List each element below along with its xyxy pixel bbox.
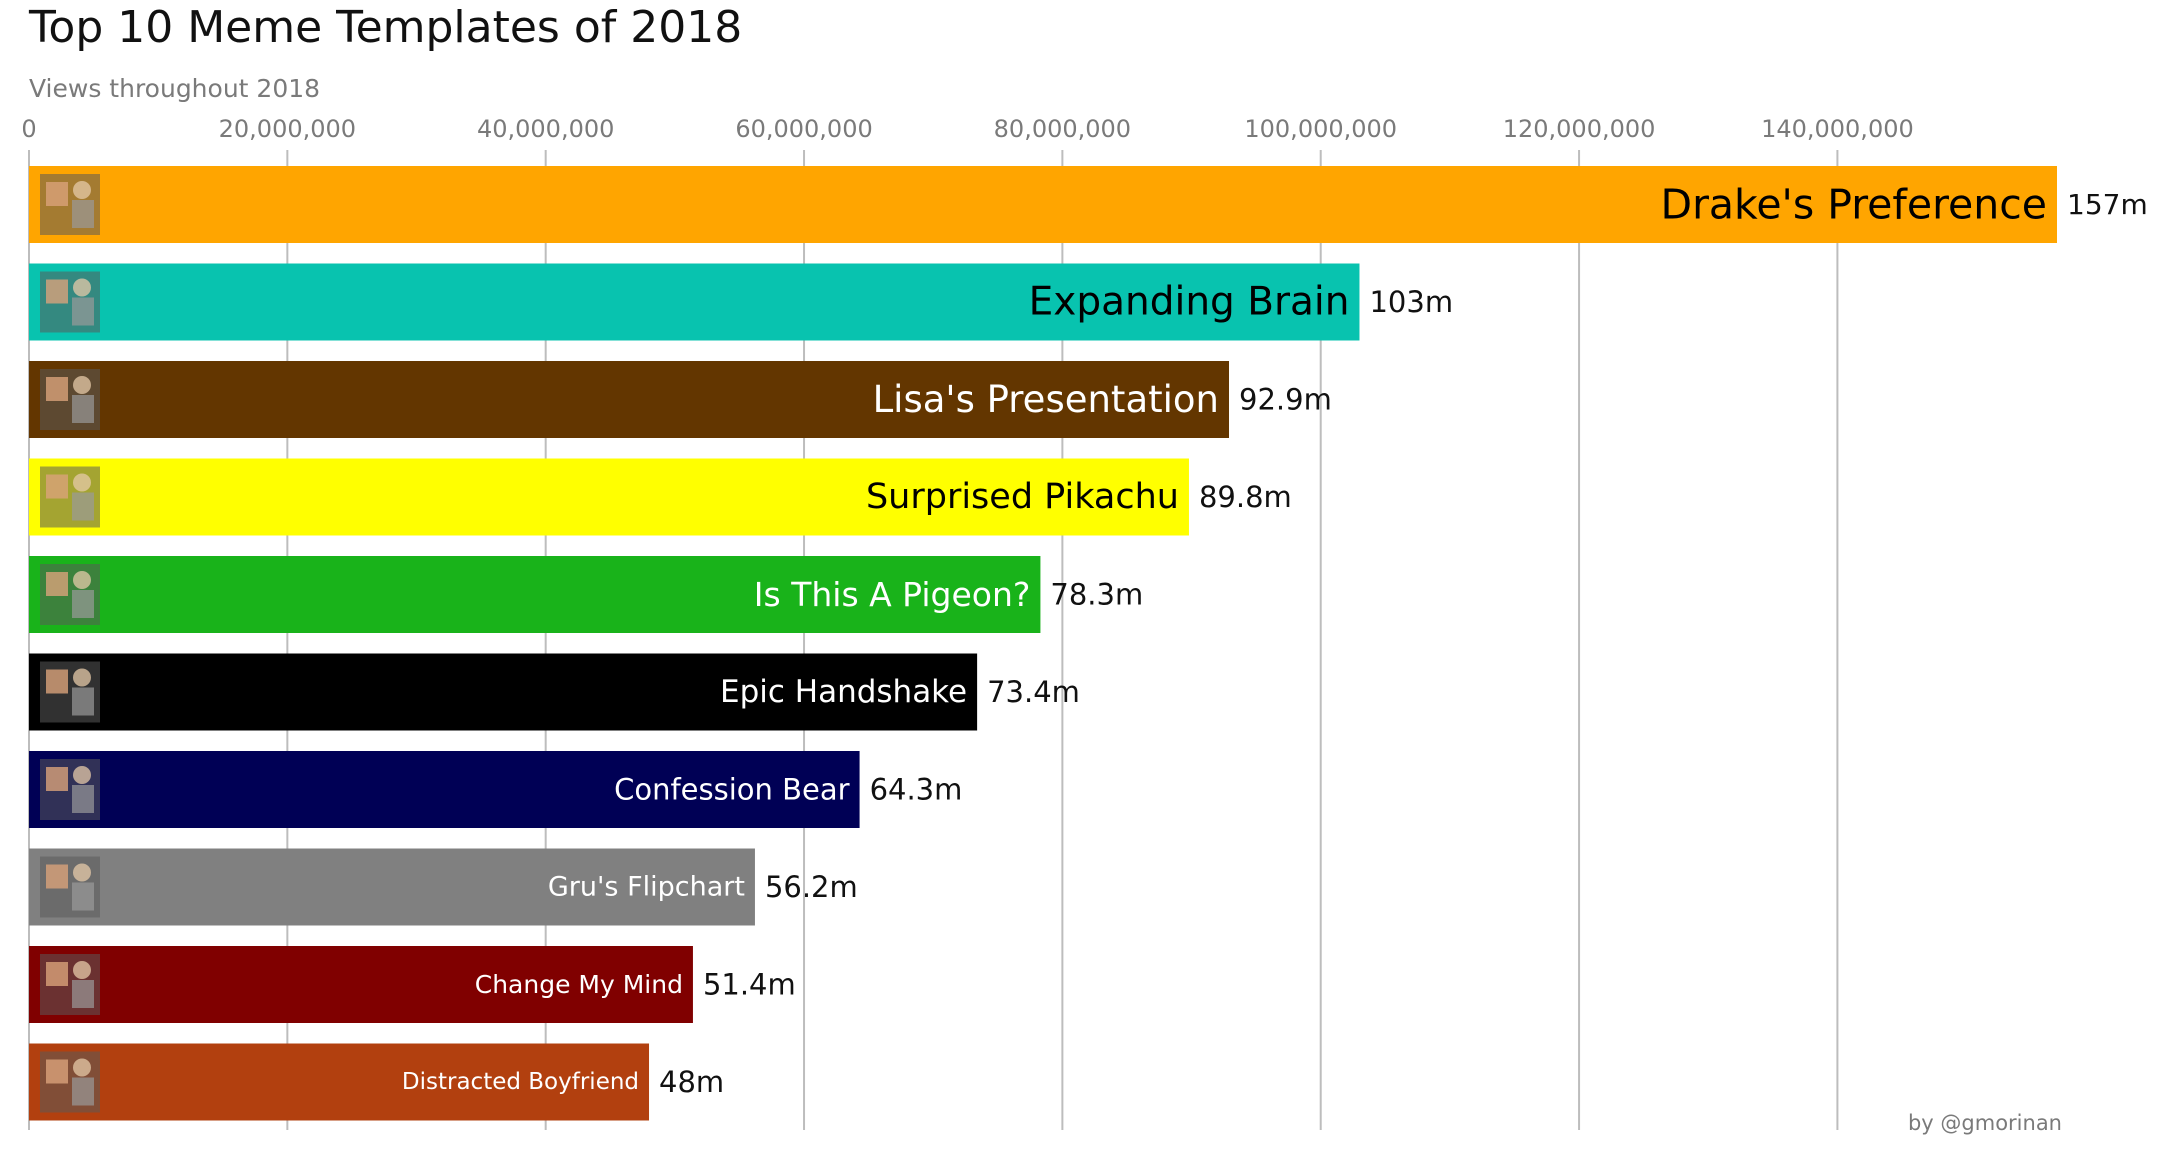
bar-label: Change My Mind: [475, 970, 683, 999]
bar: [29, 946, 693, 1023]
lisa-presentation-thumbnail: [40, 369, 100, 430]
x-tick-label: 20,000,000: [219, 115, 356, 143]
value-label: 56.2m: [765, 870, 858, 904]
value-label: 48m: [659, 1065, 724, 1099]
bars: Drake's Preference 157m Expanding Brain 103…: [29, 166, 2148, 1121]
bar-label: Distracted Boyfriend: [402, 1069, 639, 1095]
bar-label: Epic Handshake: [720, 674, 967, 710]
bar: [29, 263, 1360, 341]
bar-label: Confession Bear: [614, 773, 850, 807]
bar-group: Distracted Boyfriend 48m: [29, 1043, 724, 1121]
x-tick-label: 40,000,000: [477, 115, 614, 143]
bar-group: Lisa's Presentation 92.9m: [29, 361, 1332, 438]
x-tick-label: 60,000,000: [735, 115, 872, 143]
drake-thumbnail: [40, 174, 100, 235]
bar: [29, 653, 978, 731]
expanding-brain-thumbnail: [40, 271, 100, 333]
bar-group: Gru's Flipchart 56.2m: [29, 848, 858, 926]
credit-text: by @gmorinan: [1907, 1111, 2062, 1135]
bar-group: Confession Bear 64.3m: [29, 751, 962, 828]
value-label: 92.9m: [1239, 383, 1332, 417]
bar: [29, 848, 755, 926]
value-label: 73.4m: [987, 675, 1080, 709]
chart-subtitle: Views throughout 2018: [29, 74, 321, 103]
distracted-boyfriend-thumbnail: [40, 1051, 100, 1113]
bar-label: Surprised Pikachu: [866, 477, 1179, 517]
bar-group: Surprised Pikachu 89.8m: [29, 458, 1292, 536]
pigeon-thumbnail: [40, 564, 100, 625]
bar-group: Drake's Preference 157m: [29, 166, 2148, 243]
bar: [29, 166, 2057, 243]
confession-bear-thumbnail: [40, 759, 100, 820]
x-tick-label: 80,000,000: [994, 115, 1131, 143]
bar-group: Is This A Pigeon? 78.3m: [29, 556, 1143, 633]
bar: [29, 1043, 650, 1121]
value-label: 64.3m: [870, 773, 963, 807]
bar-label: Is This A Pigeon?: [754, 575, 1031, 614]
gru-flipchart-thumbnail: [40, 856, 100, 918]
value-label: 157m: [2067, 188, 2148, 221]
bar-label: Drake's Preference: [1661, 181, 2048, 229]
x-axis-ticks: 0 20,000,000 40,000,000 60,000,000 80,000,00…: [21, 115, 1913, 143]
change-my-mind-thumbnail: [40, 954, 100, 1015]
x-tick-label: 0: [21, 115, 36, 143]
value-label: 89.8m: [1199, 480, 1292, 514]
bar-group: Change My Mind 51.4m: [29, 946, 796, 1023]
value-label: 51.4m: [703, 968, 796, 1002]
bar: [29, 361, 1230, 438]
bar: [29, 751, 860, 828]
bar-label: Lisa's Presentation: [873, 378, 1219, 421]
bar-label: Expanding Brain: [1029, 280, 1350, 325]
value-label: 78.3m: [1050, 578, 1143, 612]
value-label: 103m: [1369, 285, 1453, 319]
x-tick-label: 140,000,000: [1761, 115, 1914, 143]
bar: [29, 556, 1041, 633]
bar-group: Epic Handshake 73.4m: [29, 653, 1080, 731]
x-tick-label: 100,000,000: [1244, 115, 1397, 143]
bar-group: Expanding Brain 103m: [29, 263, 1453, 341]
x-tick-label: 120,000,000: [1503, 115, 1656, 143]
bar-label: Gru's Flipchart: [548, 872, 745, 903]
bar: [29, 458, 1189, 536]
surprised-pikachu-thumbnail: [40, 466, 100, 528]
epic-handshake-thumbnail: [40, 661, 100, 723]
chart-title: Top 10 Meme Templates of 2018: [29, 2, 743, 53]
